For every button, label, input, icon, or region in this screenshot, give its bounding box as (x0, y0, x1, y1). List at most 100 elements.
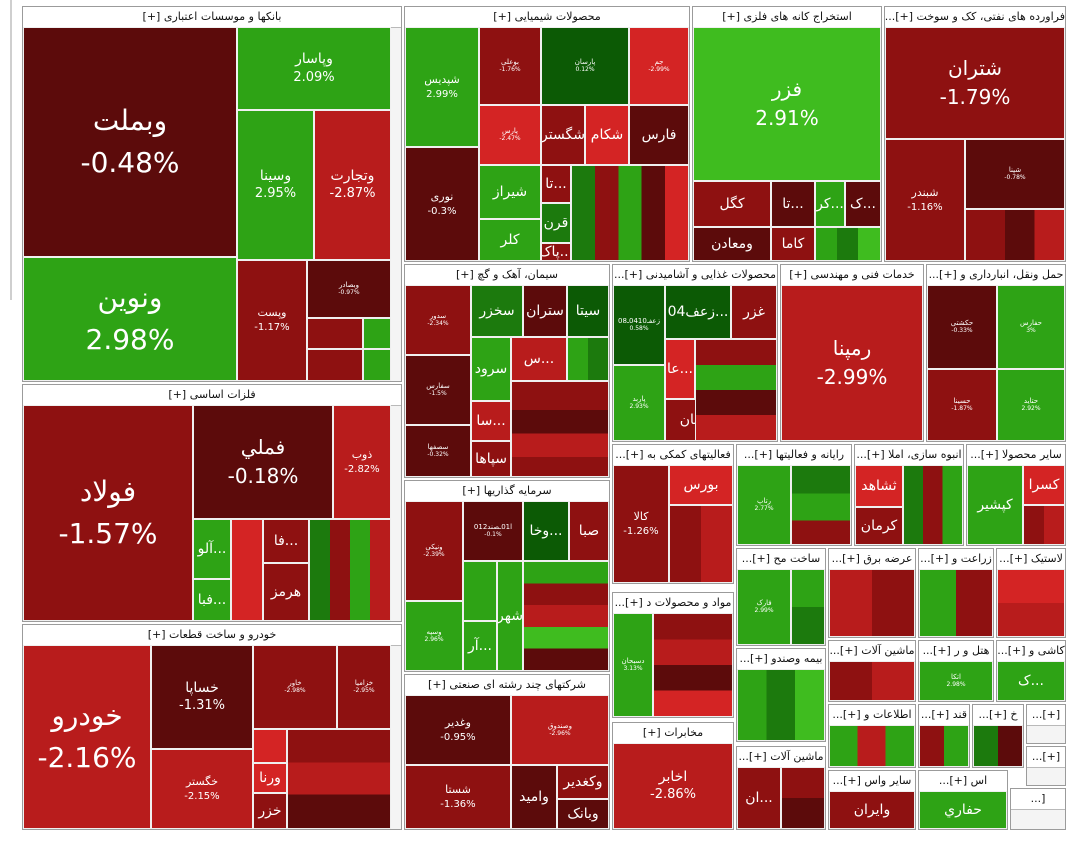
sector-title[interactable]: [+]... (1027, 705, 1065, 726)
tile-khazar[interactable]: خزر (253, 793, 287, 829)
mini-tile[interactable] (363, 349, 391, 381)
sector-other-products[interactable]: سایر محصولا [+]... کپشیر کسرا (966, 444, 1066, 546)
tile-vmaaden[interactable]: ومعادن (693, 227, 771, 261)
sector-misc-2[interactable]: [+]... (1026, 746, 1066, 786)
sector-power[interactable]: عرضه برق [+]... (828, 548, 916, 638)
tile-parbad[interactable]: پاربد 2.93% (613, 365, 665, 441)
sector-title[interactable]: انبوه سازی، املا [+]... (855, 445, 963, 466)
mosaic-tiles[interactable] (309, 519, 391, 621)
tile-htayd[interactable]: حتاید 2.92% (997, 369, 1065, 441)
sector-title[interactable]: بیمه وصندو [+]... (737, 649, 825, 670)
tile-kasra[interactable]: کسرا (1023, 465, 1065, 505)
tile-shiraz[interactable]: شیراز (479, 165, 541, 219)
sector-food[interactable]: محصولات غذایی و آشامیدنی [+]... زعفـ0410… (612, 264, 778, 442)
tile-shepna[interactable]: شپنا -0.78% (965, 139, 1065, 209)
mosaic-tiles[interactable] (737, 669, 825, 741)
mini-tile[interactable] (231, 519, 263, 621)
tile-varna[interactable]: ورنا (253, 763, 287, 793)
sector-title[interactable]: فلزات اساسی [+] (23, 385, 401, 406)
mosaic-tiles[interactable] (781, 767, 825, 829)
tile-hafari[interactable]: حفاري (919, 791, 1007, 829)
mosaic-tiles[interactable] (653, 613, 733, 717)
mosaic-tiles[interactable] (829, 569, 915, 637)
sector-misc-3[interactable]: [... (1010, 788, 1066, 830)
sector-basic-metals[interactable]: فلزات اساسی [+] فولاد -1.57% فملي -0.18%… (22, 384, 402, 622)
tile-bourse[interactable]: بورس (669, 465, 733, 505)
tile-an[interactable]: ان... (737, 767, 781, 829)
mosaic-tiles[interactable] (571, 165, 689, 261)
tile-aloo[interactable]: آلو... (193, 519, 231, 579)
sector-title[interactable]: محصولات غذایی و آشامیدنی [+]... (613, 265, 777, 286)
tile-vsandogh[interactable]: وصندوق -2.96% (511, 695, 609, 765)
tile-vomid[interactable]: وامید (511, 765, 557, 829)
tile-sshahed[interactable]: ثشاهد (855, 465, 903, 507)
tile-gharn[interactable]: قرن (541, 203, 571, 243)
tile-jam[interactable]: جم -2.99% (629, 27, 689, 105)
tile-aa[interactable]: عا... (665, 339, 695, 399)
sector-title[interactable]: [+]... (1027, 747, 1065, 768)
tile-pak[interactable]: پاک... (541, 243, 571, 261)
tile-hormoz[interactable]: هرمز (263, 563, 309, 621)
sector-title[interactable]: کاشی و [+]... (997, 641, 1065, 662)
tile-vbank[interactable]: وبانک (557, 799, 609, 829)
sector-metal-products[interactable]: ساخت مح [+]... فارک 2.99% (736, 548, 826, 646)
tile-ta2[interactable]: تا... (771, 181, 815, 227)
tile-ar[interactable]: آر... (463, 621, 497, 671)
sector-title[interactable]: خدمات فنی و مهندسی [+] (781, 265, 923, 286)
sector-vehicles-other[interactable]: سایر واس [+]... وایران (828, 770, 916, 830)
tile-parsan[interactable]: پارسان 0.12% (541, 27, 629, 105)
mosaic-tiles[interactable] (511, 381, 609, 477)
sector-banks[interactable]: بانکها و موسسات اعتباری [+] وبملت -0.48%… (22, 6, 402, 382)
tile-fameli[interactable]: فملي -0.18% (193, 405, 333, 519)
mosaic-tiles[interactable] (829, 661, 915, 701)
tile-vbsader[interactable]: وبصادر -0.97% (307, 260, 391, 318)
sector-title[interactable]: فراورده های نفتی، کک و سوخت [+]... (885, 7, 1065, 28)
sector-extraction-other[interactable]: اس [+]... حفاري (918, 770, 1008, 830)
mosaic-tiles[interactable] (997, 569, 1065, 637)
sector-transport[interactable]: حمل ونقل، انبارداری و [+]... حکشتی -0.33… (926, 264, 1066, 442)
tile-vnovin[interactable]: ونوین 2.98% (23, 257, 237, 381)
tile-sita[interactable]: سیتا (567, 285, 609, 337)
sector-title[interactable]: [... (1011, 789, 1065, 810)
sector-auto[interactable]: خودرو و ساخت قطعات [+] خودرو -2.16% خساپ… (22, 624, 402, 830)
tile-shahr[interactable]: شهر (497, 561, 523, 671)
mosaic-tiles[interactable] (815, 227, 881, 261)
sector-machinery[interactable]: ماشین آلات [+]... (828, 640, 916, 702)
sector-title[interactable]: عرضه برق [+]... (829, 549, 915, 570)
sector-title[interactable]: خ [+]... (973, 705, 1023, 726)
sector-misc-1[interactable]: [+]... (1026, 704, 1066, 744)
sector-title[interactable]: ماشین آلات [+]... (829, 641, 915, 662)
sector-cement[interactable]: سیمان، آهک و گچ [+] سدور -2.34% سخزر ستر… (404, 264, 610, 478)
tile-ta[interactable]: تا... (541, 165, 571, 203)
sector-insurance[interactable]: بیمه وصندو [+]... (736, 648, 826, 742)
sector-title[interactable]: سیمان، آهک و گچ [+] (405, 265, 609, 286)
sector-agriculture[interactable]: زراعت و [+]... (918, 548, 994, 638)
sector-title[interactable]: زراعت و [+]... (919, 549, 993, 570)
tile-hkeshti[interactable]: حکشتی -0.33% (927, 285, 997, 369)
mosaic-tiles[interactable] (919, 569, 993, 637)
tile-vpasar[interactable]: وپاسار 2.09% (237, 27, 391, 110)
mini-tile[interactable] (463, 561, 497, 621)
sector-title[interactable]: هتل و ر [+]... (919, 641, 993, 662)
tile-sedor[interactable]: سدور -2.34% (405, 285, 471, 355)
sector-plastic[interactable]: لاستیک [+]... (996, 548, 1066, 638)
tile-s[interactable]: س... (511, 337, 567, 381)
sector-investment[interactable]: سرمایه گذاریها [+] ونیکی -2.39% ا01ـصند0… (404, 480, 610, 672)
tile-hfars[interactable]: حفارس 3% (997, 285, 1065, 369)
sector-title[interactable]: ساخت مح [+]... (737, 549, 825, 570)
tile-kr[interactable]: کر... (815, 181, 845, 227)
sector-aux-finance[interactable]: فعالیتهای کمکی به [+]... کالا -1.26% بور… (612, 444, 734, 584)
mini-tile[interactable] (363, 318, 391, 349)
mosaic-tiles[interactable] (523, 561, 609, 671)
tile-faba[interactable]: فبا... (193, 579, 231, 621)
mosaic-tiles[interactable] (973, 725, 1023, 767)
tile-noori[interactable]: نوری -0.3% (405, 147, 479, 261)
sector-title[interactable]: ماشین آلات [+]... (737, 747, 825, 768)
tile-vsina[interactable]: وسینا 2.95% (237, 110, 314, 260)
tile-zaf0410[interactable]: زعفـ0410ـ08 0.58% (613, 285, 665, 365)
tile-kerman[interactable]: کرمان (855, 507, 903, 545)
tile-sfars[interactable]: سفارس -1.5% (405, 355, 471, 425)
sector-construction[interactable]: انبوه سازی، املا [+]... ثشاهد کرمان (854, 444, 964, 546)
tile-fezar[interactable]: فزر 2.91% (693, 27, 881, 181)
sector-oil[interactable]: فراورده های نفتی، کک و سوخت [+]... شتران… (884, 6, 1066, 262)
